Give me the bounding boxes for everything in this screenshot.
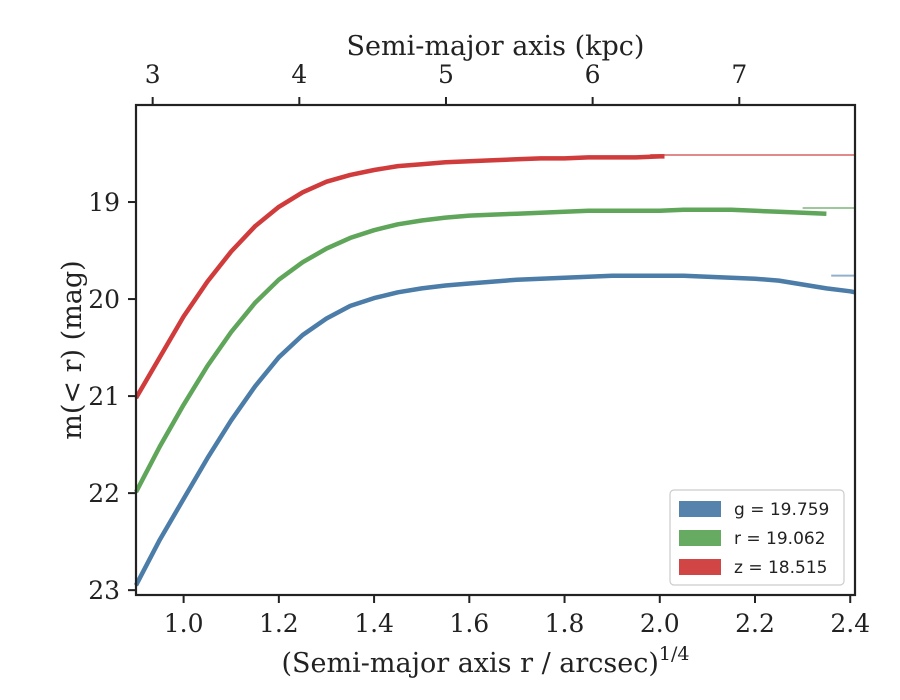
legend-swatch bbox=[679, 501, 721, 517]
legend: g = 19.759 r = 19.062 z = 18.515 bbox=[669, 489, 845, 586]
plot-frame bbox=[134, 103, 857, 597]
x-tick-label: 2.4 bbox=[830, 609, 870, 638]
y-tick-label: 20 bbox=[88, 285, 120, 314]
bottom-axis-title-exponent: 1/4 bbox=[659, 643, 690, 665]
y-tick-label: 19 bbox=[88, 188, 120, 217]
top-x-axis: 3 4 5 6 7 bbox=[145, 60, 747, 105]
y-tick-label: 22 bbox=[88, 479, 120, 508]
x-tick-label: 2.0 bbox=[640, 609, 680, 638]
top-tick-label: 5 bbox=[438, 60, 454, 89]
legend-label: r = 19.062 bbox=[734, 529, 826, 549]
x-tick-label: 1.6 bbox=[449, 609, 489, 638]
legend-label: z = 18.515 bbox=[734, 558, 827, 578]
top-tick-label: 6 bbox=[585, 60, 601, 89]
y-axis-title: m(< r) (mag) bbox=[57, 260, 88, 439]
bottom-axis-title: (Semi-major axis r / arcsec)1/4 bbox=[282, 643, 690, 679]
top-tick-label: 7 bbox=[731, 60, 747, 89]
y-axis: 19 20 21 22 23 bbox=[88, 188, 136, 605]
series-line bbox=[134, 207, 827, 494]
asymptote-lines bbox=[650, 153, 855, 277]
x-tick-label: 1.0 bbox=[164, 609, 204, 638]
series-lines bbox=[134, 154, 856, 587]
legend-swatch bbox=[679, 559, 721, 575]
legend-label: g = 19.759 bbox=[734, 500, 829, 520]
y-tick-label: 21 bbox=[88, 382, 120, 411]
legend-swatch bbox=[679, 530, 721, 546]
bottom-axis-title-text: (Semi-major axis r / arcsec) bbox=[282, 648, 659, 679]
x-tick-label: 1.2 bbox=[259, 609, 299, 638]
series-line bbox=[134, 273, 856, 587]
x-tick-label: 2.2 bbox=[735, 609, 775, 638]
top-tick-label: 4 bbox=[291, 60, 307, 89]
series-line bbox=[134, 154, 665, 400]
top-axis-title: Semi-major axis (kpc) bbox=[347, 31, 645, 62]
y-tick-label: 23 bbox=[88, 576, 120, 605]
x-tick-label: 1.4 bbox=[354, 609, 394, 638]
bottom-x-axis: 1.0 1.2 1.4 1.6 1.8 2.0 2.2 2.4 bbox=[164, 595, 870, 638]
top-tick-label: 3 bbox=[145, 60, 161, 89]
x-tick-label: 1.8 bbox=[545, 609, 585, 638]
